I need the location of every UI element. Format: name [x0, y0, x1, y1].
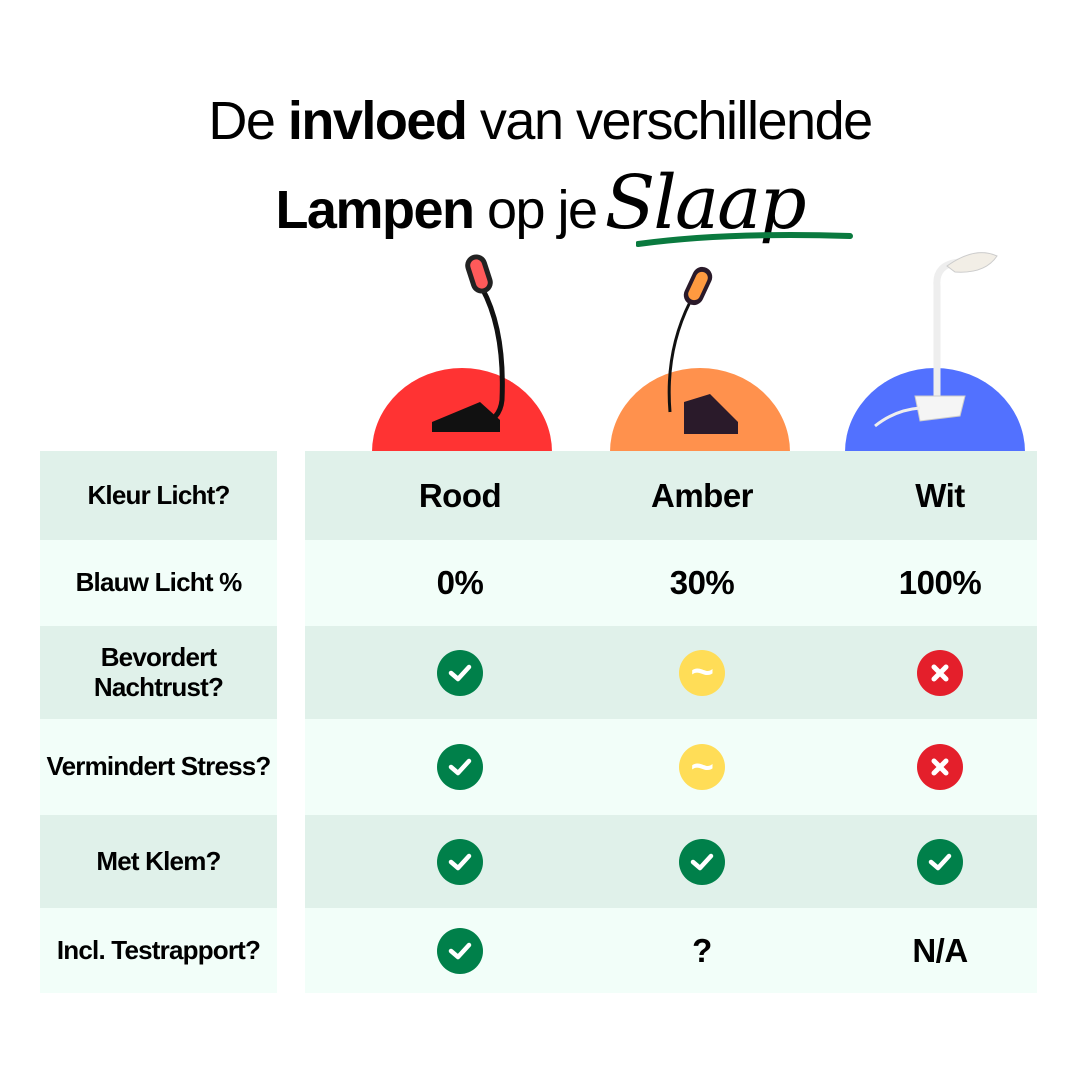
table-cell — [840, 815, 1040, 908]
check-icon — [437, 649, 483, 696]
table-row: Blauw Licht % 0% 30% 100% — [0, 540, 1080, 626]
row-label: Incl. Testrapport? — [40, 908, 277, 993]
check-icon — [437, 838, 483, 885]
title-text: De — [208, 91, 288, 151]
underline-swoosh — [636, 232, 853, 247]
title-line-1: De invloed van verschillende — [0, 94, 1080, 148]
table-row: Met Klem? — [0, 815, 1080, 908]
table-cell — [360, 908, 560, 993]
table-cell: Wit — [840, 451, 1040, 540]
check-icon — [917, 838, 963, 885]
table-row: Kleur Licht? Rood Amber Wit — [0, 451, 1080, 540]
row-label: Vermindert Stress? — [40, 719, 277, 815]
table-cell — [840, 719, 1040, 815]
cell-text: Rood — [418, 476, 502, 514]
row-cells: ~ — [305, 719, 1037, 815]
cross-icon — [917, 744, 963, 790]
cell-text: Amber — [650, 476, 754, 514]
check-icon — [437, 744, 483, 790]
cell-text: 100% — [898, 564, 982, 601]
white-lamp-image — [874, 252, 998, 428]
check-icon — [679, 838, 725, 885]
title-bold: Lampen — [275, 180, 475, 240]
table-row: Bevordert Nachtrust? ~ — [0, 626, 1080, 719]
title-script: Slaap — [604, 160, 807, 246]
check-icon — [437, 927, 483, 974]
table-cell: Rood — [360, 451, 560, 540]
table-cell — [840, 626, 1040, 719]
title-bold: invloed — [287, 91, 468, 151]
cell-text: Wit — [915, 476, 965, 514]
table-row: Incl. Testrapport?? N/A — [0, 908, 1080, 993]
row-cells: 0% 30% 100% — [305, 540, 1037, 626]
table-cell: 0% — [360, 540, 560, 626]
table-cell: ~ — [602, 626, 802, 719]
table-cell: 100% — [840, 540, 1040, 626]
table-cell — [602, 815, 802, 908]
table-cell — [360, 815, 560, 908]
cell-text: 30% — [669, 564, 735, 601]
title-text: van verschillende — [466, 91, 873, 151]
cell-text: N/A — [912, 931, 968, 969]
title-line-2: Lampen op je Slaap — [0, 166, 1080, 240]
red-lamp-image — [432, 254, 505, 432]
row-label: Blauw Licht % — [40, 540, 277, 626]
row-cells: ~ — [305, 626, 1037, 719]
row-cells: ? N/A — [305, 908, 1037, 993]
row-label: Kleur Licht? — [40, 451, 277, 540]
tilde-icon: ~ — [679, 744, 725, 790]
table-row: Vermindert Stress? ~ — [0, 719, 1080, 815]
row-label: Bevordert Nachtrust? — [40, 626, 277, 719]
table-cell — [360, 626, 560, 719]
table-cell: ? — [602, 908, 802, 993]
amber-lamp-image — [667, 266, 738, 434]
table-cell: N/A — [840, 908, 1040, 993]
row-cells: Rood Amber Wit — [305, 451, 1037, 540]
cell-text: ? — [692, 931, 712, 969]
row-cells — [305, 815, 1037, 908]
cross-icon — [917, 649, 963, 696]
tilde-icon: ~ — [679, 649, 725, 696]
table-cell: ~ — [602, 719, 802, 815]
table-cell — [360, 719, 560, 815]
table-cell: Amber — [602, 451, 802, 540]
table-cell: 30% — [602, 540, 802, 626]
title-text: op je — [473, 180, 598, 240]
row-label: Met Klem? — [40, 815, 277, 908]
cell-text: 0% — [436, 564, 484, 601]
